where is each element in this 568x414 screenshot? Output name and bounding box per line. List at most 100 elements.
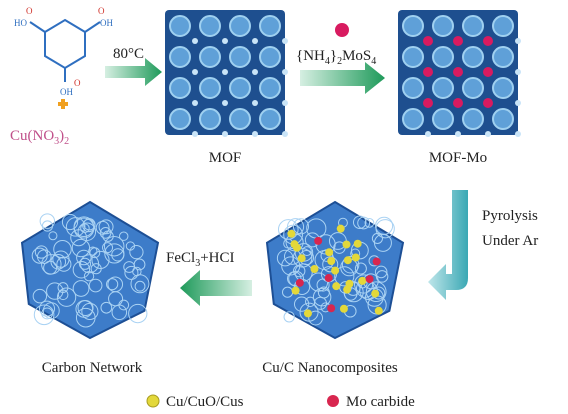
text: FeCl [166, 250, 195, 266]
carbon-ring [103, 235, 125, 257]
carbon-ring [371, 232, 383, 244]
pore [462, 46, 484, 68]
cu-particle [351, 253, 360, 262]
cu-particle [297, 254, 306, 263]
carbon-ring [128, 303, 148, 324]
pore [432, 46, 454, 68]
carbon-ring [102, 230, 114, 242]
node [515, 38, 521, 44]
node [252, 38, 258, 44]
cu-particle [325, 248, 334, 257]
pore [199, 15, 221, 37]
carbon-ring [75, 300, 94, 318]
pore [229, 15, 251, 37]
carbon-ring [373, 233, 392, 252]
pore [169, 108, 191, 130]
carbon-ring [41, 220, 54, 232]
arrow [105, 58, 162, 86]
text: {NH [296, 48, 325, 64]
carbon-ring [53, 239, 72, 259]
subscript: 2 [337, 56, 342, 67]
carbon-ring [82, 218, 96, 233]
carbon-ring [334, 266, 355, 287]
pore [259, 15, 281, 37]
cu-particle [353, 239, 362, 248]
node [252, 100, 258, 106]
carbon-ring [308, 310, 324, 326]
bond [29, 21, 46, 33]
carbon-ring [72, 280, 90, 297]
legend-label: Cu/CuO/Cus [166, 394, 244, 410]
mo-particle [483, 67, 493, 77]
carbon-ring [341, 256, 360, 274]
text: Cu(NO [10, 128, 54, 144]
node [282, 131, 288, 137]
carbon-ring [52, 250, 70, 268]
node [192, 100, 198, 106]
node [222, 131, 228, 137]
mo-particle [423, 98, 433, 108]
node [282, 69, 288, 75]
arrow [300, 62, 385, 94]
pore [462, 15, 484, 37]
legend-marker [146, 394, 160, 408]
carbon-ring [374, 265, 388, 279]
cu-particle [331, 266, 340, 275]
carbon-ring [46, 282, 64, 300]
carbon-ring [104, 243, 125, 264]
carbon-ring [134, 280, 146, 292]
cu-particle [332, 282, 341, 291]
carbon-ring [312, 287, 332, 307]
node [282, 38, 288, 44]
mo-particle [295, 278, 304, 287]
pore [169, 46, 191, 68]
atom: OH [100, 18, 113, 28]
carbon-ring [124, 265, 139, 280]
carbon-ring [61, 213, 79, 231]
pore [199, 108, 221, 130]
pore [492, 15, 514, 37]
cu-particle [336, 224, 345, 233]
mo-particle [483, 36, 493, 46]
carbon-ring [36, 249, 52, 264]
carbon-ring [281, 256, 301, 276]
cu-particle [327, 256, 336, 265]
pore [199, 77, 221, 99]
molecule [29, 18, 101, 82]
atom: O [98, 6, 105, 16]
pore [402, 15, 424, 37]
carbon-ring [292, 218, 310, 235]
pore [402, 77, 424, 99]
carbon-ring [41, 307, 54, 320]
cu-particle [290, 240, 299, 249]
pore [402, 108, 424, 130]
node [252, 69, 258, 75]
cu-particle [343, 256, 352, 265]
step-label: Under Ar [482, 233, 538, 249]
pore [402, 46, 424, 68]
carbon-ring [99, 227, 112, 239]
plus-sign [58, 99, 68, 109]
node [515, 69, 521, 75]
node [222, 38, 228, 44]
cu-particle [310, 265, 319, 274]
carbon-ring [88, 278, 103, 293]
pore [492, 77, 514, 99]
pore [259, 46, 281, 68]
carbon-ring [48, 231, 58, 241]
legend-label: Mo carbide [346, 394, 415, 410]
mo-particle [324, 274, 333, 283]
carbon-ring [75, 307, 96, 328]
node [192, 131, 198, 137]
carbon-ring [32, 288, 48, 304]
carbon-ring [118, 231, 129, 241]
carbon-ring [77, 222, 97, 242]
mo-particle [372, 257, 381, 266]
pore [462, 108, 484, 130]
node-label: Cu/C Nanocomposites [262, 360, 398, 376]
node [282, 100, 288, 106]
carbon-ring [31, 247, 48, 264]
carbon-ring [316, 278, 330, 292]
carbon-ring [72, 261, 91, 279]
